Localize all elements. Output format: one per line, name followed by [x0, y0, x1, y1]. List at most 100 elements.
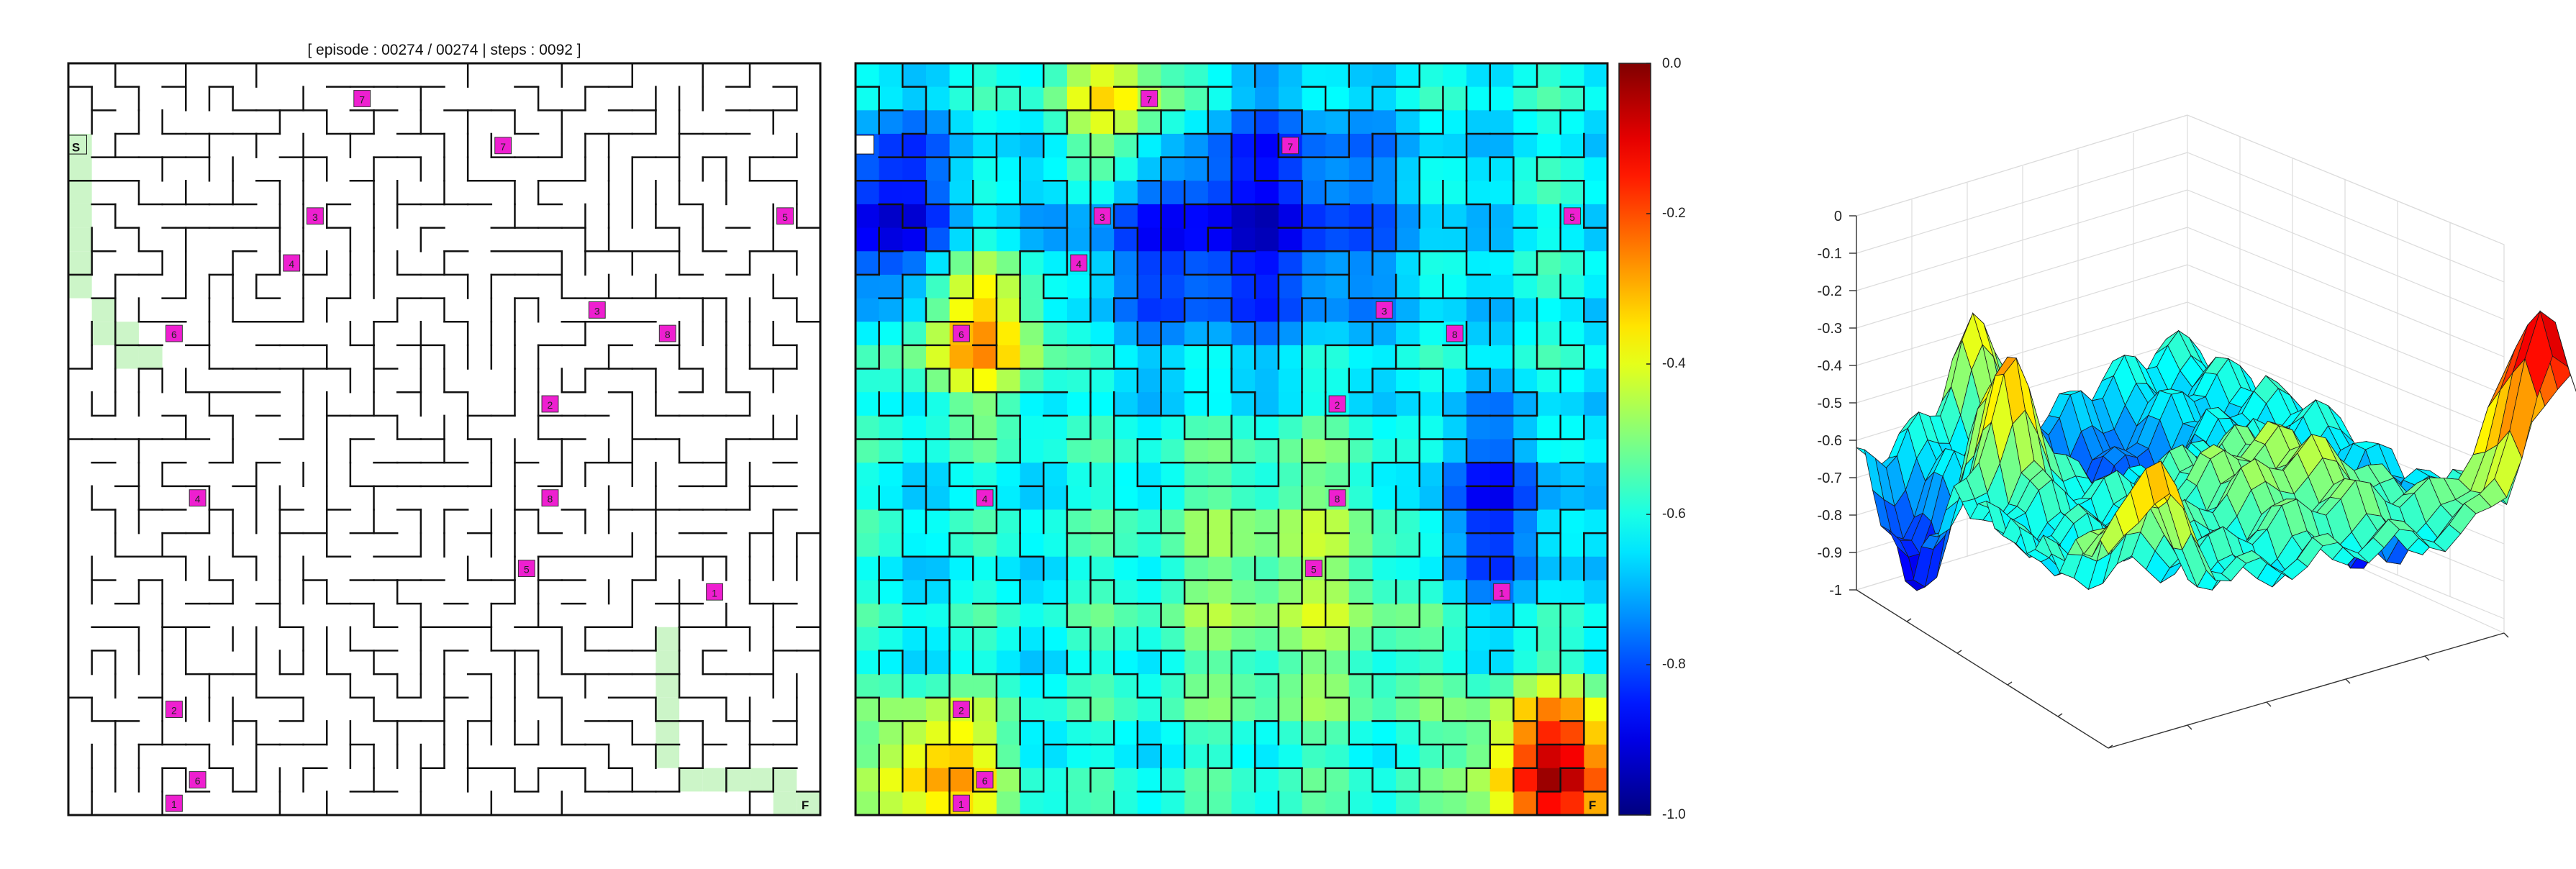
value-cell: [1066, 721, 1092, 745]
value-cell: [1231, 133, 1256, 158]
maze-cell: [726, 650, 750, 675]
maze-cell: [702, 274, 727, 299]
maze-cell: [256, 345, 281, 370]
maze-cell: [514, 745, 539, 769]
value-cell: [973, 181, 997, 205]
maze-cell: [327, 627, 351, 651]
value-cell: [1348, 274, 1373, 299]
value-cell: [1066, 580, 1092, 604]
value-cell: [879, 157, 903, 181]
maze-cell: [773, 86, 797, 111]
maze-cell: [468, 274, 492, 299]
maze-cell: [632, 322, 656, 346]
x-tick-mark: [1956, 650, 1962, 654]
value-cell: [925, 133, 951, 158]
value-cell: [1325, 439, 1350, 463]
maze-cell: [773, 110, 797, 135]
maze-cell: [327, 721, 351, 745]
value-cell: [1325, 627, 1350, 651]
z-tick-label: -0.3: [1818, 321, 1842, 337]
maze-cell: [91, 745, 116, 769]
value-cell: [1560, 368, 1584, 393]
value-cell: [1443, 110, 1467, 135]
maze-cell: [232, 133, 257, 158]
value-cell: [1302, 345, 1326, 370]
value-cell: [1207, 204, 1232, 229]
value-cell: [1137, 533, 1162, 558]
value-cell: [1184, 439, 1209, 463]
maze-cell: [373, 556, 398, 581]
maze-cell: [679, 133, 704, 158]
value-cell: [973, 157, 997, 181]
checkpoint-marker: [706, 583, 723, 601]
value-cell: [856, 533, 880, 558]
value-cell: [1137, 298, 1162, 322]
value-cell: [996, 745, 1021, 769]
maze-cell: [279, 486, 304, 510]
value-cell: [949, 345, 974, 370]
value-cell: [1255, 556, 1279, 581]
maze-cell: [279, 110, 304, 135]
value-cell: [1489, 227, 1514, 252]
value-cell: [1302, 791, 1326, 816]
maze-cell: [209, 650, 234, 675]
maze-cell: [91, 533, 116, 558]
maze-cell: [279, 627, 304, 651]
maze-cell: [632, 650, 656, 675]
value-cell: [1396, 204, 1420, 229]
value-cell: [1466, 157, 1491, 181]
value-cell: [1348, 439, 1373, 463]
maze-cell: [679, 274, 704, 299]
value-cell: [1302, 415, 1326, 440]
value-cell: [1348, 133, 1373, 158]
maze-cell: [327, 463, 351, 487]
maze-cell: [468, 463, 492, 487]
maze-cell: [279, 674, 304, 699]
maze-cell: [444, 63, 468, 88]
maze-cell: [162, 133, 186, 158]
value-cell: [1184, 721, 1209, 745]
maze-cell: [327, 368, 351, 393]
maze-cell: [279, 86, 304, 111]
value-cell: [925, 157, 951, 181]
maze-cell: [679, 227, 704, 252]
maze-cell: [68, 415, 93, 440]
value-cell: [1066, 604, 1092, 628]
maze-cell: [726, 627, 750, 651]
value-cell: [1255, 368, 1279, 393]
value-cell: [996, 110, 1021, 135]
value-cell: [1161, 415, 1185, 440]
value-cell: [1537, 157, 1561, 181]
maze-cell: [750, 721, 774, 745]
maze-cell: [256, 486, 281, 510]
maze-cell: [232, 63, 257, 88]
value-cell: [902, 745, 927, 769]
value-cell: [1466, 768, 1491, 792]
maze-cell: [702, 486, 727, 510]
maze-cell: [256, 721, 281, 745]
value-cell: [902, 110, 927, 135]
maze-cell: [397, 745, 422, 769]
maze-cell: [91, 345, 116, 370]
maze-cell: [726, 745, 750, 769]
value-cell: [1513, 556, 1538, 581]
value-cell: [1489, 509, 1514, 534]
maze-cell: [750, 133, 774, 158]
maze-cell: [91, 392, 116, 417]
maze-cell: [468, 181, 492, 205]
value-cell: [1161, 745, 1185, 769]
value-cell: [1161, 604, 1185, 628]
value-cell: [1489, 463, 1514, 487]
value-cell: [1489, 63, 1514, 88]
value-cell: [1114, 345, 1138, 370]
value-cell: [1560, 133, 1584, 158]
maze-cell: [609, 486, 633, 510]
value-cell: [1207, 415, 1232, 440]
value-cell: [1114, 580, 1138, 604]
value-cell: [902, 368, 927, 393]
value-cell: [1466, 650, 1491, 675]
value-cell: [1114, 533, 1138, 558]
maze-cell: [609, 415, 633, 440]
value-cell: [1348, 204, 1373, 229]
checkpoint-label: 5: [1311, 564, 1317, 575]
